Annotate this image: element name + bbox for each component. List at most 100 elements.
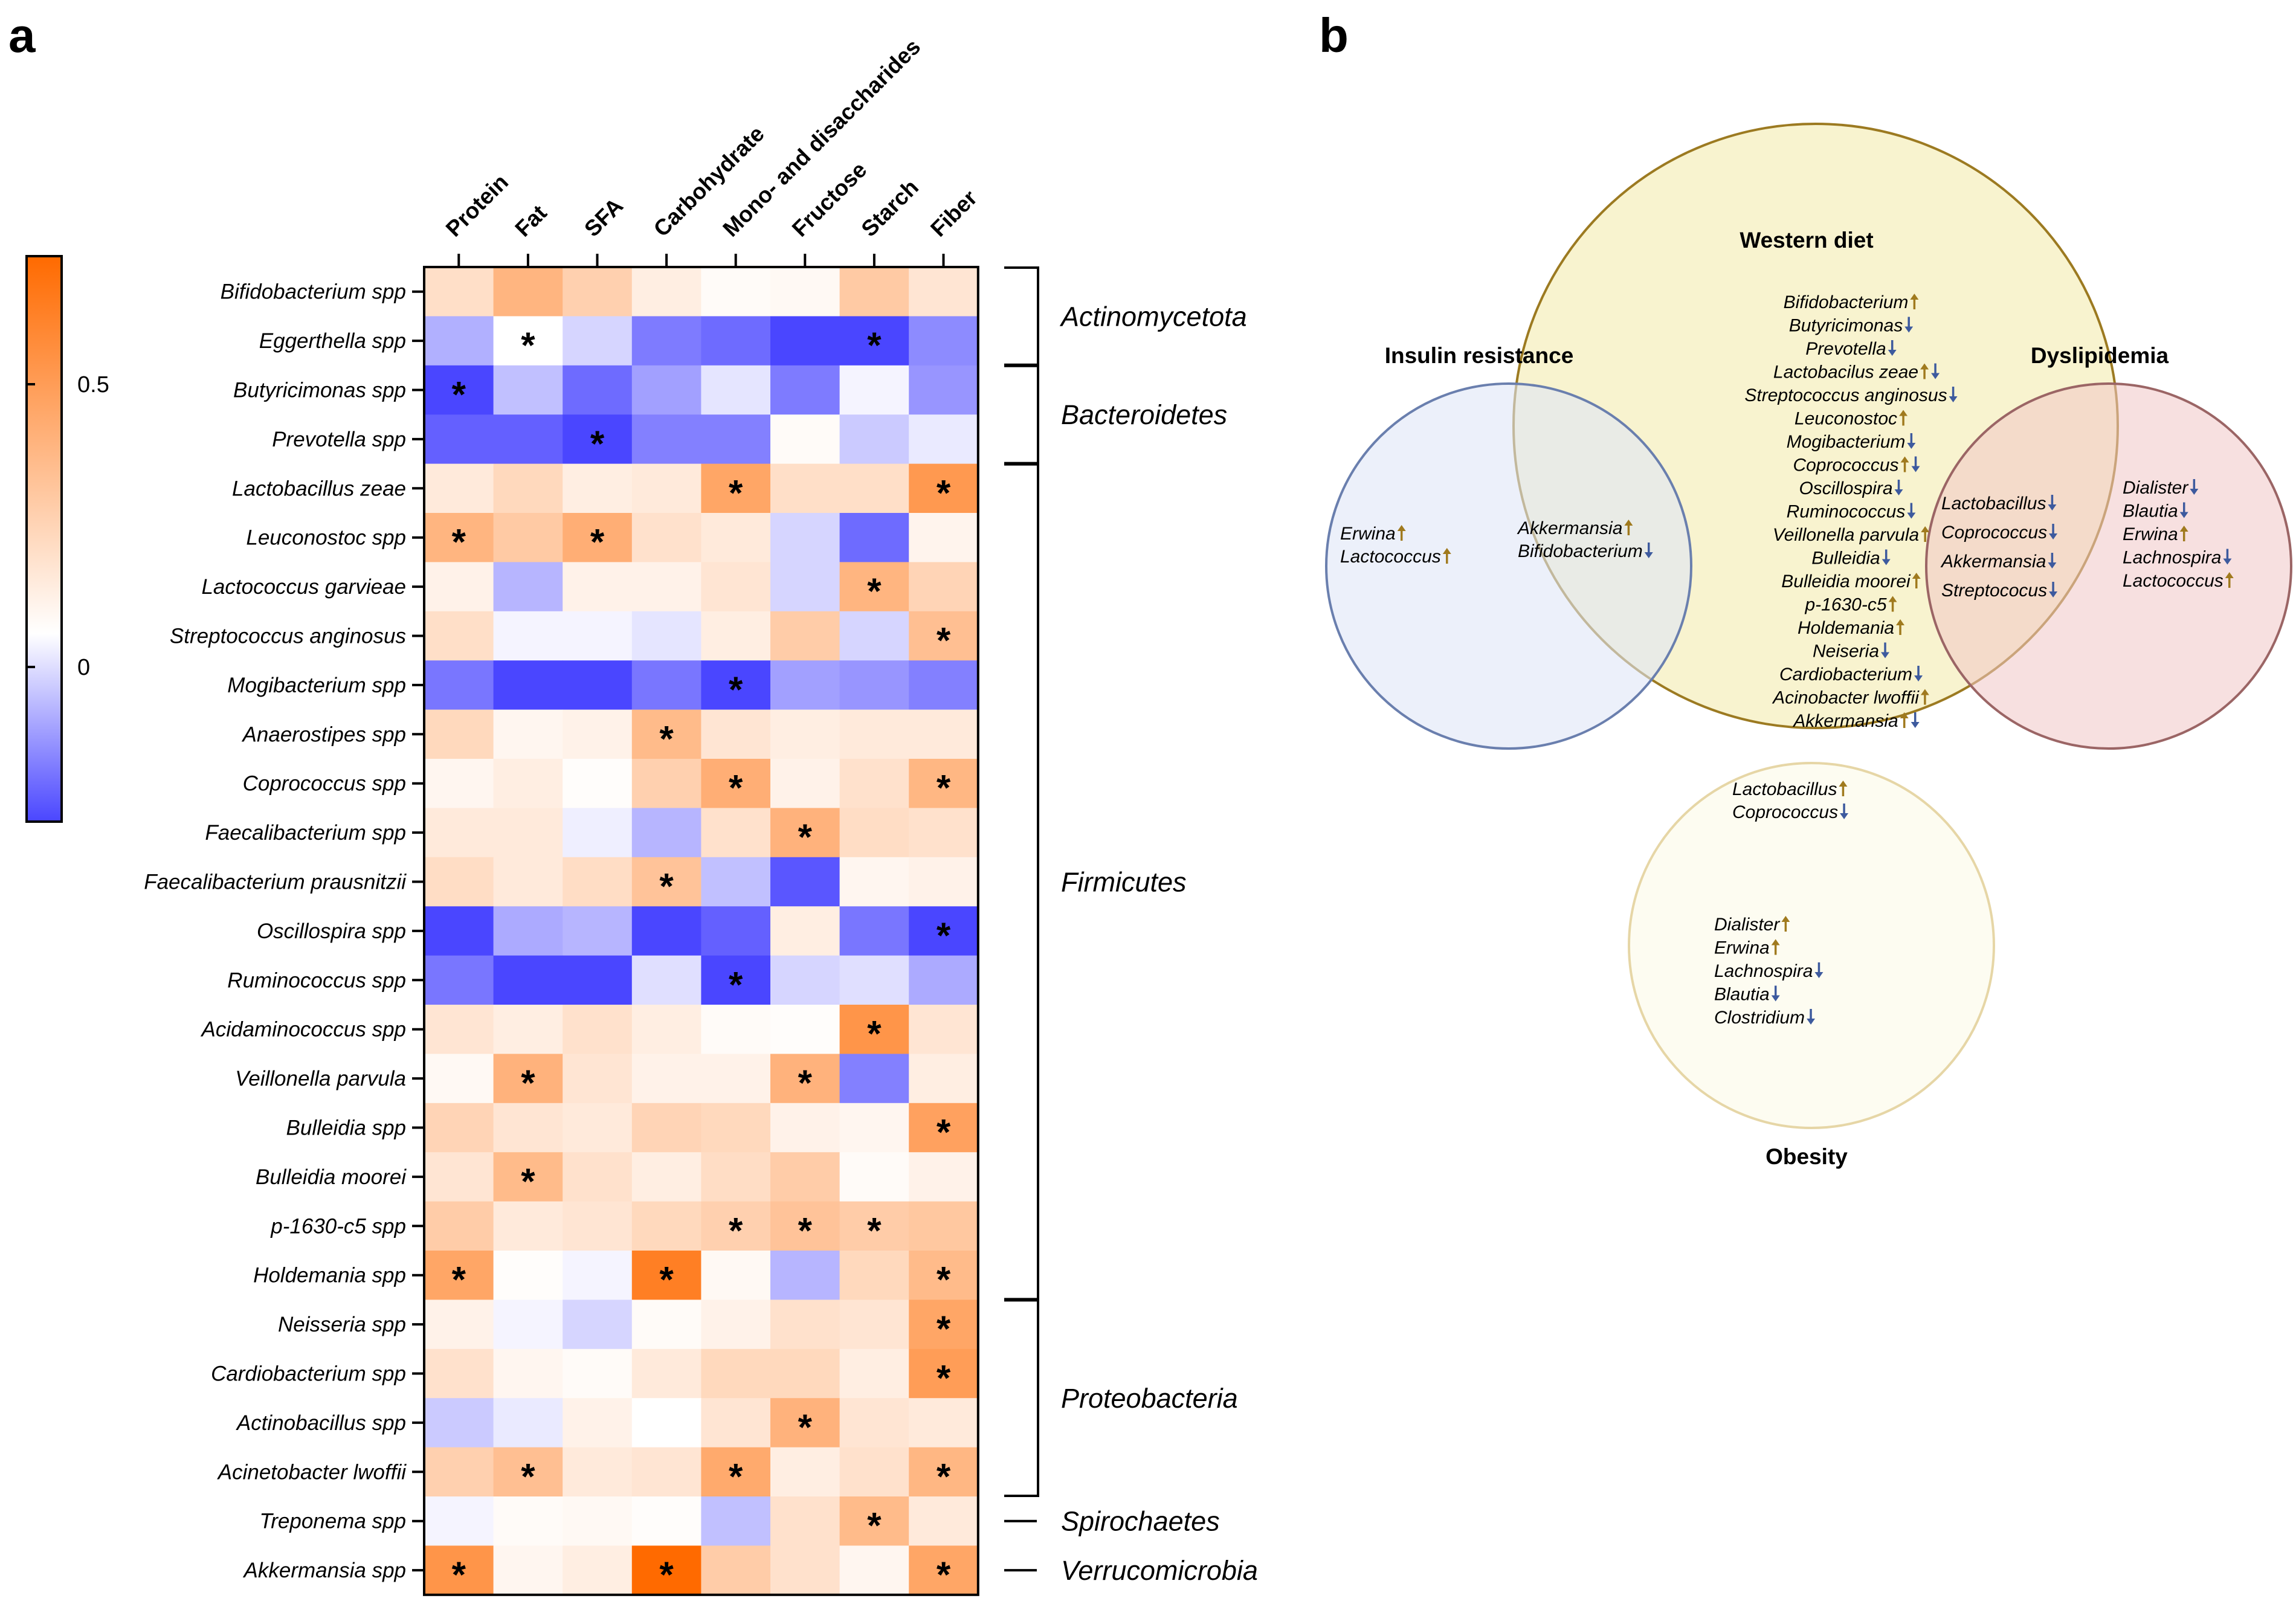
heatmap-cell [701,1545,771,1596]
heatmap-cell [493,1348,563,1399]
row-label: Veillonella parvula [235,1067,406,1090]
heatmap-cell [909,1398,979,1448]
heatmap-cell [770,759,840,808]
arrow-up-icon [1920,689,1929,695]
venn-species: Erwina [2123,524,2178,544]
arrow-down-icon [1814,972,1824,978]
significance-star: * [937,472,951,513]
heatmap-cell [424,1300,494,1350]
heatmap-cell [424,660,494,710]
venn-circle-dyslipidemia [1925,382,2292,750]
heatmap-cell [563,1545,633,1596]
venn-region-obesity_only: Dialister Erwina Lachnospira Blautia Clostri… [1714,915,1824,1028]
heatmap-cell [701,808,771,858]
venn-species: Dialister [1714,915,1780,935]
heatmap-cell [631,906,701,956]
row-label: Eggerthella spp [259,329,406,353]
arrow-down-icon [1911,722,1920,728]
arrow-up-icon [1900,456,1909,463]
heatmap-cell [839,1447,909,1497]
heatmap-cell [701,365,771,415]
heatmap-cell [701,1398,771,1448]
heatmap-cell [631,1398,701,1448]
venn-species: Oscillospira [1799,478,1892,498]
heatmap-cell [770,1251,840,1300]
significance-star: * [452,1554,466,1595]
heatmap-cell [839,709,909,759]
heatmap-cell [701,1201,771,1251]
heatmap-cell [493,1103,563,1153]
colorbar-label-max: 0.5 [77,372,109,398]
venn-region-dyslipidemia_only: Dialister Blautia Erwina Lachnospira Lactoco… [2123,478,2234,591]
column-label: Fiber [926,185,982,242]
heatmap-cell [631,1447,701,1497]
heatmap-cell [701,1447,771,1497]
row-label: Prevotella spp [272,428,406,451]
heatmap-cell [563,857,633,907]
phylum-label: Proteobacteria [1061,1383,1238,1414]
venn-species: Bifidobacterium [1518,541,1643,561]
heatmap-cell [701,513,771,562]
arrow-down-icon [2179,512,2188,518]
heatmap-cell [909,857,979,907]
heatmap-cell [631,857,701,907]
venn-region-western_dyslipidemia: Lactobacillus Coprococcus Akkermansia Strep… [1940,494,2058,601]
heatmap-cell [839,808,909,858]
significance-star: * [867,325,882,366]
arrow-up-icon [1896,619,1905,625]
heatmap-cell [493,513,563,562]
phylum-label: Actinomycetota [1059,301,1247,332]
heatmap-cell [563,1348,633,1399]
panel-a-label: a [8,8,36,62]
heatmap-cell [493,463,563,514]
heatmap-cell [563,1251,633,1300]
arrow-down-icon [1644,552,1653,558]
arrow-up-icon [1624,520,1633,526]
heatmap-cell [631,955,701,1005]
venn-species: Acinobacter lwoffii [1772,688,1920,708]
heatmap-cell [701,562,771,612]
heatmap-cell [424,1447,494,1497]
heatmap-cell [839,562,909,612]
heatmap-cell [701,759,771,808]
heatmap [423,266,979,1596]
significance-star: * [867,571,882,611]
significance-star: * [452,522,466,562]
heatmap-cell [563,562,633,612]
heatmap-cell [493,1300,563,1350]
venn-species: Dialister [2123,478,2188,498]
row-label: Actinobacillus spp [236,1411,406,1435]
heatmap-cell [424,316,494,366]
arrow-down-icon [1914,675,1923,681]
significance-star: * [798,817,813,857]
arrow-down-icon [2049,591,2058,597]
venn-species: Prevotella [1805,339,1886,359]
venn-species: Akkermansia [1517,518,1622,538]
phylum-label: Firmicutes [1061,867,1187,898]
heatmap-cell [563,808,633,858]
venn-species: Blautia [1714,985,1770,1005]
heatmap-cell [770,955,840,1005]
heatmap-cell [839,1103,909,1153]
heatmap-cell [770,1398,840,1448]
heatmap-cell [631,513,701,562]
heatmap-cell [909,808,979,858]
heatmap-cell [839,1398,909,1448]
heatmap-cell [909,414,979,465]
heatmap-cell [770,857,840,907]
heatmap-cell [424,1201,494,1251]
heatmap-cell [563,709,633,759]
heatmap-cell [563,1496,633,1546]
heatmap-cell [909,1300,979,1350]
row-label: Akkermansia spp [243,1559,406,1582]
arrow-up-icon [1899,410,1908,416]
significance-star: * [659,1260,674,1300]
significance-star: * [729,1210,743,1251]
venn-species: Clostridium [1714,1008,1805,1028]
significance-star: * [452,375,466,415]
heatmap-frame [423,266,979,1596]
venn-species: Lachnospira [1714,961,1813,981]
venn-diagram: Western diet Insulin resistance Dyslipid… [1325,123,2292,1169]
heatmap-cell [424,906,494,956]
heatmap-cell [563,906,633,956]
